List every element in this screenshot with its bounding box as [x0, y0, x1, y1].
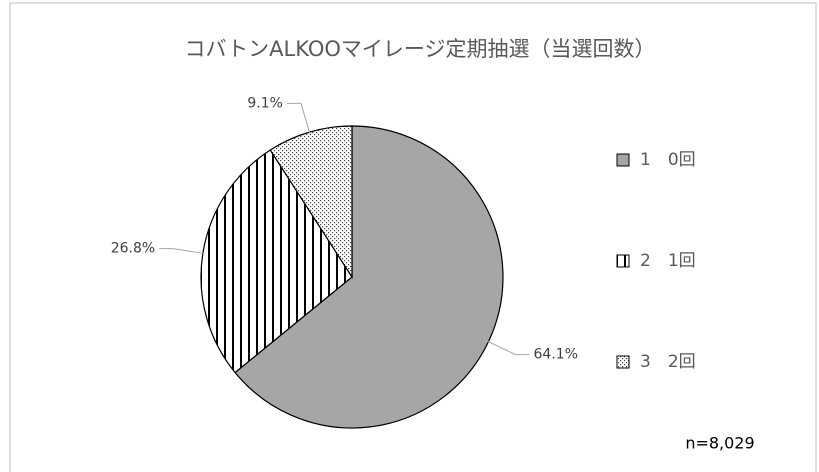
legend-label: 2 1回	[640, 251, 696, 271]
annotation: n=8,029	[685, 434, 754, 453]
legend-swatch	[616, 254, 630, 268]
legend-swatch	[616, 355, 630, 369]
data-label: 9.1%	[247, 95, 283, 111]
data-label: 64.1%	[534, 347, 578, 363]
legend-label: 3 2回	[640, 352, 696, 372]
legend-label: 1 0回	[640, 150, 696, 170]
data-label: 26.8%	[111, 241, 155, 257]
chart-title: コバトンALKOOマイレージ定期抽選（当選回数）	[185, 37, 656, 61]
leader-line	[286, 102, 311, 135]
leader-line	[486, 340, 530, 356]
leader-line	[159, 248, 205, 255]
legend-swatch	[616, 153, 630, 167]
